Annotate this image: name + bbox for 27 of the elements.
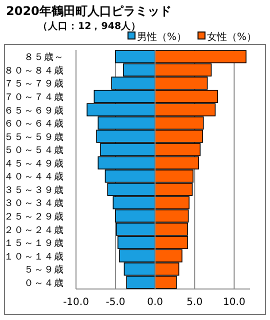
legend-label: 男性（%）	[137, 31, 187, 43]
x-tick-label: -10.0	[63, 297, 89, 308]
y-tick-label: ４０～４４歳	[4, 170, 64, 183]
chart-title: 2020年鶴田町人口ピラミッド	[6, 4, 172, 18]
x-tick-label: 10.0	[223, 297, 246, 308]
y-tick-label: ２０～２４歳	[4, 224, 64, 236]
y-tick-label: ０～４歳	[24, 276, 64, 289]
x-tick-label: 5.0	[186, 297, 203, 308]
y-tick-label: ８５歳～	[24, 51, 64, 64]
chart-subtitle: （人口：12，948人）	[38, 20, 142, 32]
y-tick-label: １０～１４歳	[4, 250, 64, 262]
y-tick-label: ６０～６４歳	[4, 118, 64, 130]
y-tick-label: ７０～７４歳	[4, 90, 64, 103]
y-tick-label: ３５～３９歳	[4, 184, 64, 196]
y-tick-label: ５０～５４歳	[4, 144, 64, 156]
y-tick-label: ８０～８４歳	[4, 64, 64, 76]
y-tick-label: ４５～４９歳	[4, 157, 64, 170]
x-tick-label: 0.0	[147, 297, 164, 308]
y-tick-label: ３０～３４歳	[4, 197, 64, 210]
y-tick-label: ２５～２９歳	[4, 210, 64, 222]
y-tick-label: ５５～５９歳	[4, 130, 64, 143]
y-tick-label: ６５～６９歳	[4, 104, 64, 116]
x-tick-label: -5.0	[106, 297, 126, 308]
legend-label: 女性（%）	[207, 31, 257, 43]
y-tick-label: １５～１９歳	[4, 237, 64, 250]
y-tick-label: ５～９歳	[24, 264, 64, 276]
y-tick-label: ７５～７９歳	[4, 78, 64, 90]
